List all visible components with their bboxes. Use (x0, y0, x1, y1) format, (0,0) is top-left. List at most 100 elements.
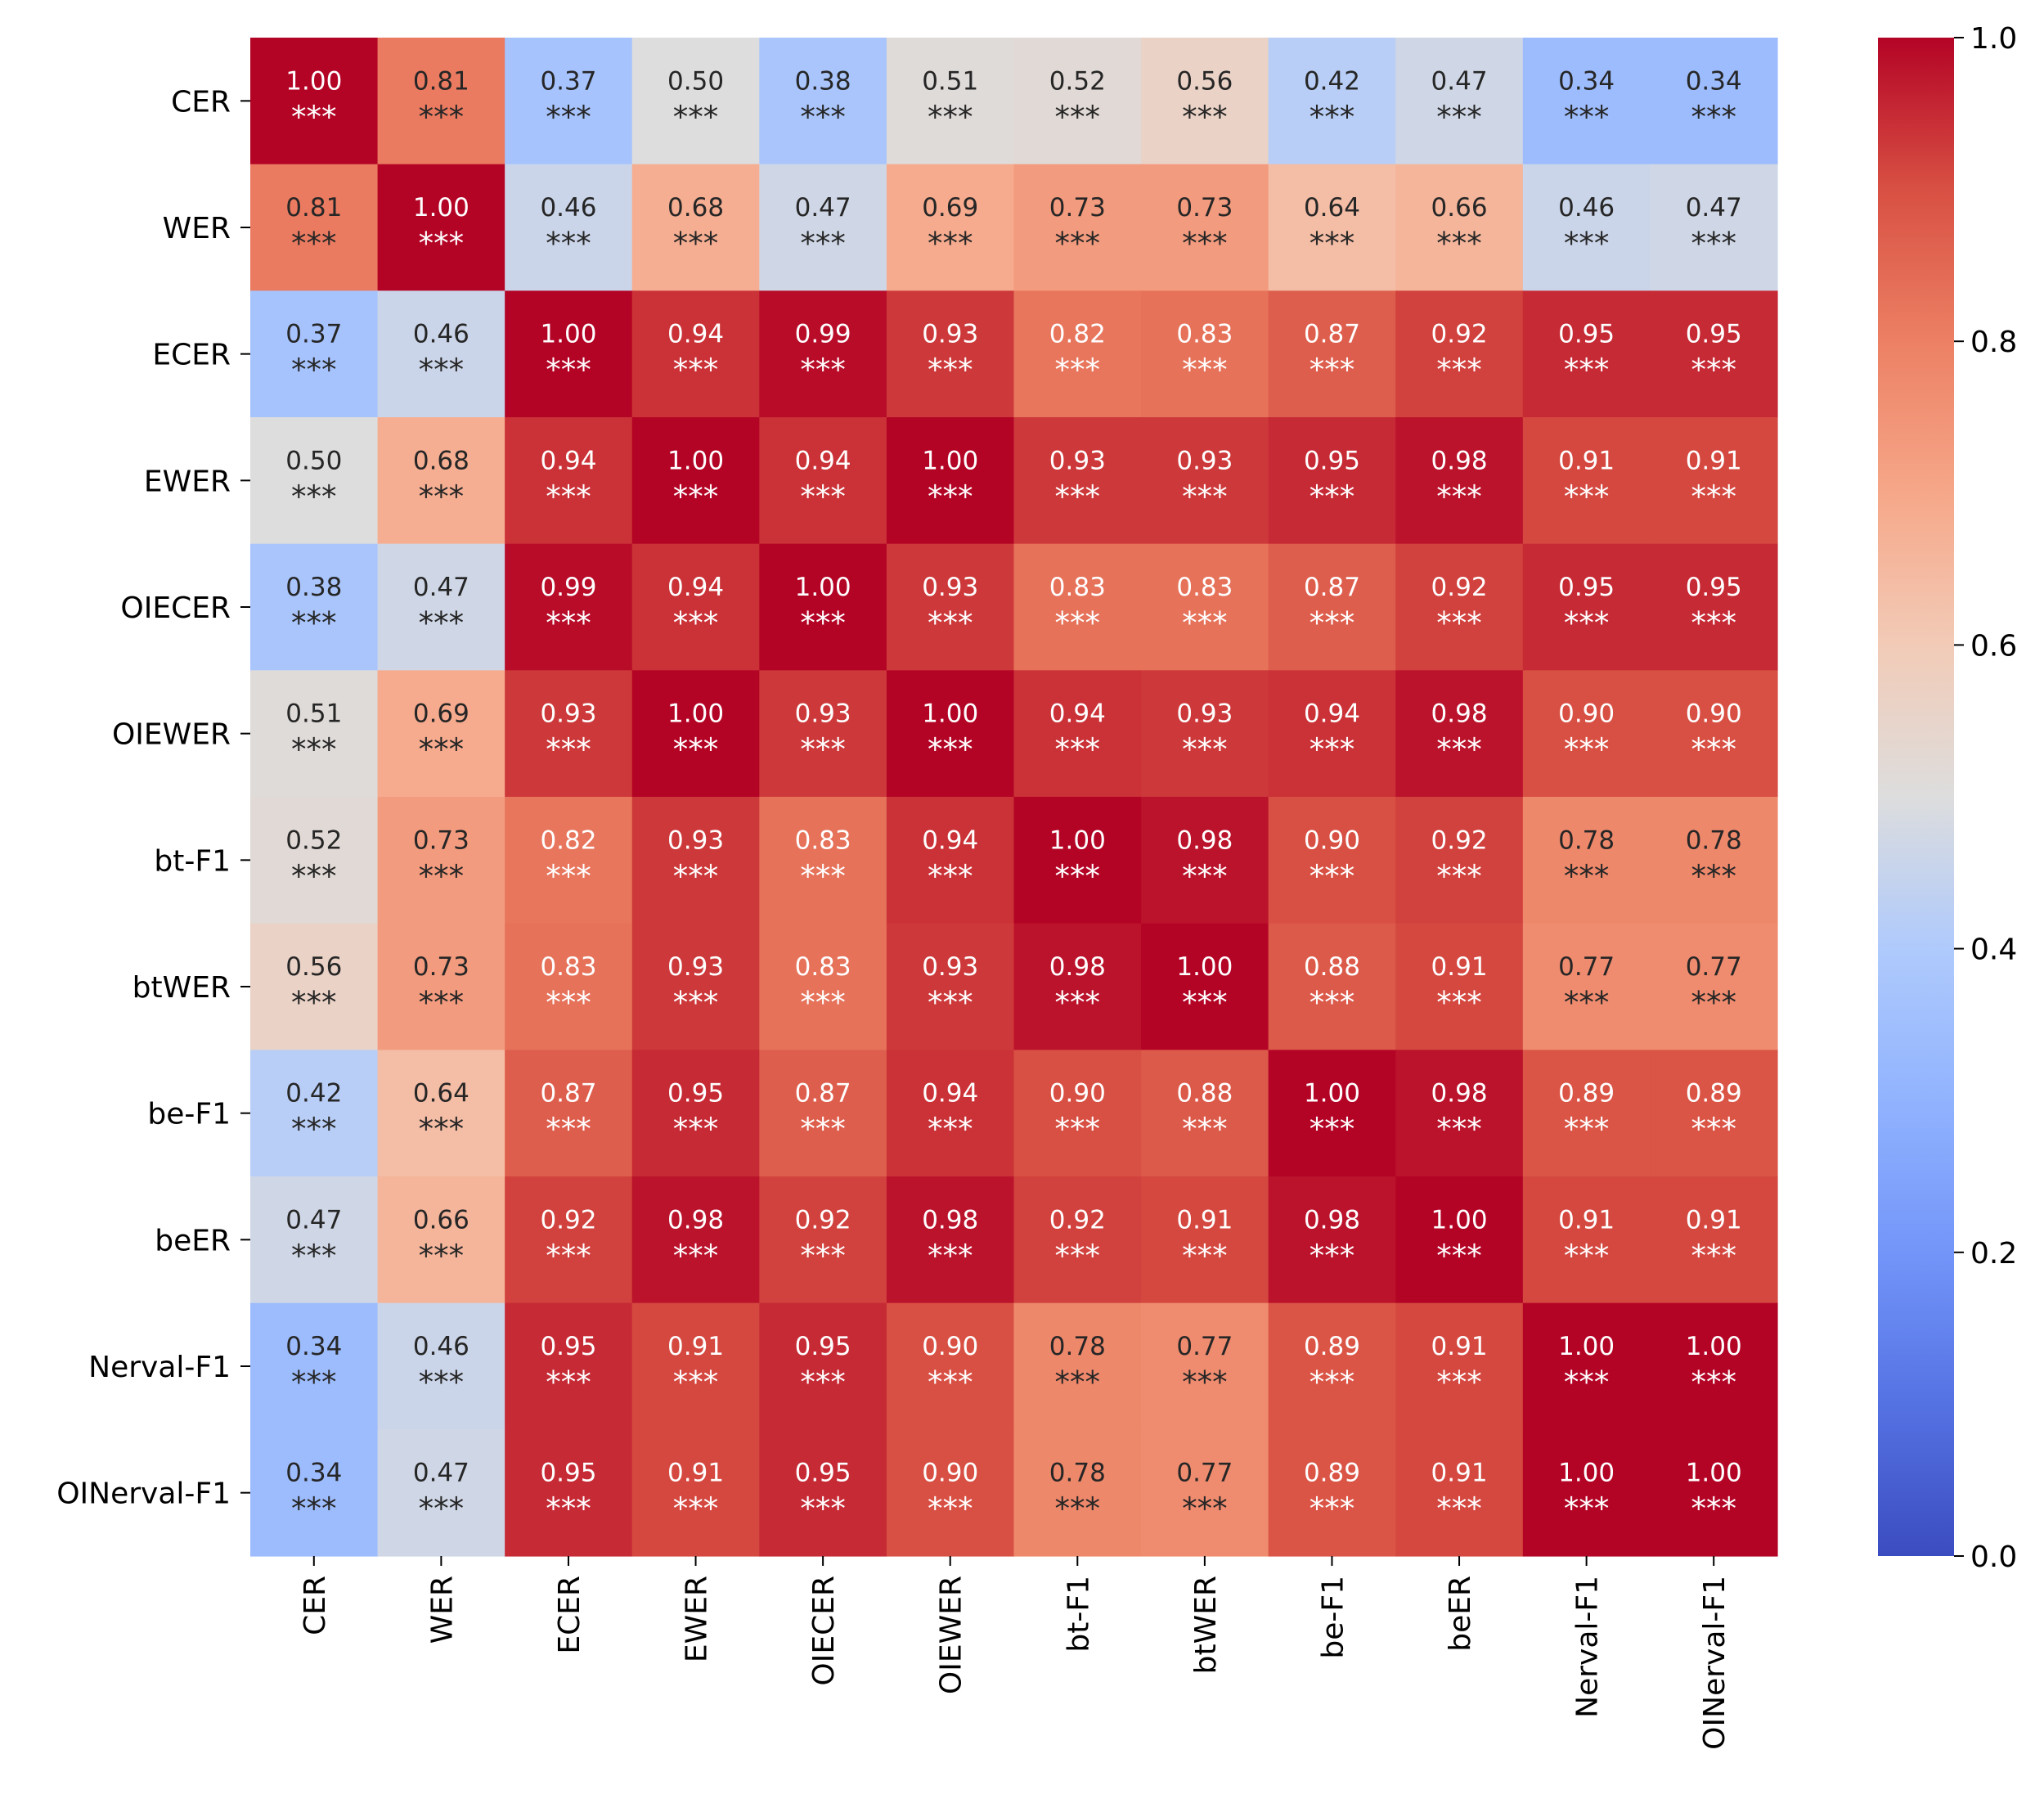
cell-value-label: 1.00 (667, 446, 724, 475)
y-tick-label: OIEWER (112, 718, 231, 752)
cell-significance-label: *** (1055, 99, 1101, 134)
cell-significance-label: *** (800, 985, 846, 1020)
y-tick-label: Nerval-F1 (88, 1351, 231, 1384)
heatmap-cell (505, 38, 633, 165)
heatmap-cell (505, 1302, 633, 1430)
cell-value-label: 0.91 (667, 1332, 724, 1361)
cell-significance-label: *** (1436, 732, 1482, 767)
heatmap-cell (377, 797, 505, 924)
heatmap-cell (1650, 1302, 1778, 1430)
cell-value-label: 1.00 (1558, 1332, 1615, 1361)
cell-significance-label: *** (291, 479, 337, 514)
cell-significance-label: *** (1564, 605, 1610, 641)
x-axis: CER WER ECER EWER OIECER OIEWER bt-F1 btWER be-F… (299, 1556, 1732, 1750)
heatmap-cell (505, 1429, 633, 1557)
cell-value-label: 0.95 (1558, 573, 1615, 602)
cell-value-label: 0.95 (667, 1079, 724, 1109)
heatmap-cell (1013, 923, 1142, 1050)
cell-significance-label: *** (1310, 732, 1355, 767)
cell-value-label: 0.66 (413, 1205, 469, 1235)
heatmap-cell (1395, 1302, 1524, 1430)
x-tick-label: OIEWER (935, 1576, 968, 1694)
cell-significance-label: *** (1564, 732, 1610, 767)
heatmap-cell (250, 164, 379, 291)
colorbar-ticks: 0.0 0.2 0.4 0.6 0.8 1.0 (1954, 22, 2017, 1574)
cell-significance-label: *** (800, 732, 846, 767)
cell-significance-label: *** (1055, 479, 1101, 514)
cell-significance-label: *** (546, 985, 591, 1020)
heatmap-cell (250, 1050, 379, 1177)
cell-value-label: 0.78 (1558, 825, 1615, 855)
cell-significance-label: *** (1310, 226, 1355, 261)
cell-significance-label: *** (419, 605, 465, 641)
colorbar: 0.0 0.2 0.4 0.6 0.8 1.0 (1878, 22, 2017, 1574)
heatmap-cell (1395, 1050, 1524, 1177)
cell-value-label: 0.98 (1304, 1205, 1360, 1235)
cell-significance-label: *** (291, 985, 337, 1020)
cell-significance-label: *** (419, 732, 465, 767)
cell-value-label: 0.73 (1049, 193, 1106, 223)
cell-significance-label: *** (546, 1238, 591, 1273)
y-tick-label: WER (163, 212, 231, 245)
cell-value-label: 0.99 (795, 320, 851, 349)
cell-value-label: 0.47 (285, 1205, 342, 1235)
cell-significance-label: *** (1691, 1491, 1736, 1527)
cell-value-label: 0.94 (540, 446, 596, 475)
heatmap-cell (1522, 1176, 1651, 1304)
heatmap-cell (1395, 797, 1524, 924)
heatmap-cell (377, 1050, 505, 1177)
cell-value-label: 0.50 (285, 446, 342, 475)
cell-significance-label: *** (1564, 479, 1610, 514)
cell-significance-label: *** (1310, 1112, 1355, 1147)
heatmap-cell (250, 417, 379, 545)
cell-value-label: 0.98 (1176, 825, 1233, 855)
cell-significance-label: *** (546, 858, 591, 893)
cell-significance-label: *** (800, 858, 846, 893)
cell-significance-label: *** (928, 985, 973, 1020)
heatmap-cell (631, 417, 760, 545)
cell-value-label: 0.64 (413, 1079, 469, 1109)
heatmap-cells (250, 38, 1778, 1557)
heatmap-cell (250, 543, 379, 671)
cell-significance-label: *** (673, 99, 719, 134)
x-tick-label: btWER (1189, 1576, 1223, 1674)
heatmap-cell (631, 164, 760, 291)
cell-value-label: 0.92 (1049, 1205, 1106, 1235)
heatmap-cell (759, 1176, 887, 1304)
cell-value-label: 0.92 (1431, 825, 1488, 855)
cell-value-label: 0.99 (540, 573, 596, 602)
cell-value-label: 0.98 (667, 1205, 724, 1235)
cell-value-label: 0.91 (1686, 1205, 1742, 1235)
cell-significance-label: *** (546, 353, 591, 388)
cell-significance-label: *** (1564, 1112, 1610, 1147)
heatmap-cell (1395, 290, 1524, 418)
heatmap-cell (886, 1429, 1015, 1557)
heatmap-cell (1268, 1050, 1396, 1177)
cell-significance-label: *** (291, 732, 337, 767)
heatmap-cell (1522, 1429, 1651, 1557)
cell-significance-label: *** (291, 1112, 337, 1147)
cell-value-label: 0.93 (540, 699, 596, 729)
cell-significance-label: *** (1310, 353, 1355, 388)
heatmap-cell (886, 164, 1015, 291)
heatmap-cell (1268, 164, 1396, 291)
cell-value-label: 0.94 (795, 446, 851, 475)
cell-value-label: 0.89 (1686, 1079, 1742, 1109)
cell-value-label: 0.68 (667, 193, 724, 223)
cell-value-label: 0.47 (795, 193, 851, 223)
cell-significance-label: *** (800, 1365, 846, 1400)
cell-value-label: 0.34 (285, 1332, 342, 1361)
cell-value-label: 0.34 (1686, 66, 1742, 96)
heatmap-cell (377, 543, 505, 671)
heatmap-cell (505, 543, 633, 671)
heatmap-cell (631, 1176, 760, 1304)
cell-value-label: 0.87 (1304, 320, 1360, 349)
cell-significance-label: *** (1182, 1365, 1228, 1400)
heatmap-cell (505, 797, 633, 924)
cell-significance-label: *** (546, 732, 591, 767)
x-tick-label: WER (425, 1576, 459, 1644)
cell-value-label: 0.93 (795, 699, 851, 729)
heatmap-cell (377, 164, 505, 291)
cell-significance-label: *** (928, 1491, 973, 1527)
cell-value-label: 0.83 (795, 952, 851, 982)
